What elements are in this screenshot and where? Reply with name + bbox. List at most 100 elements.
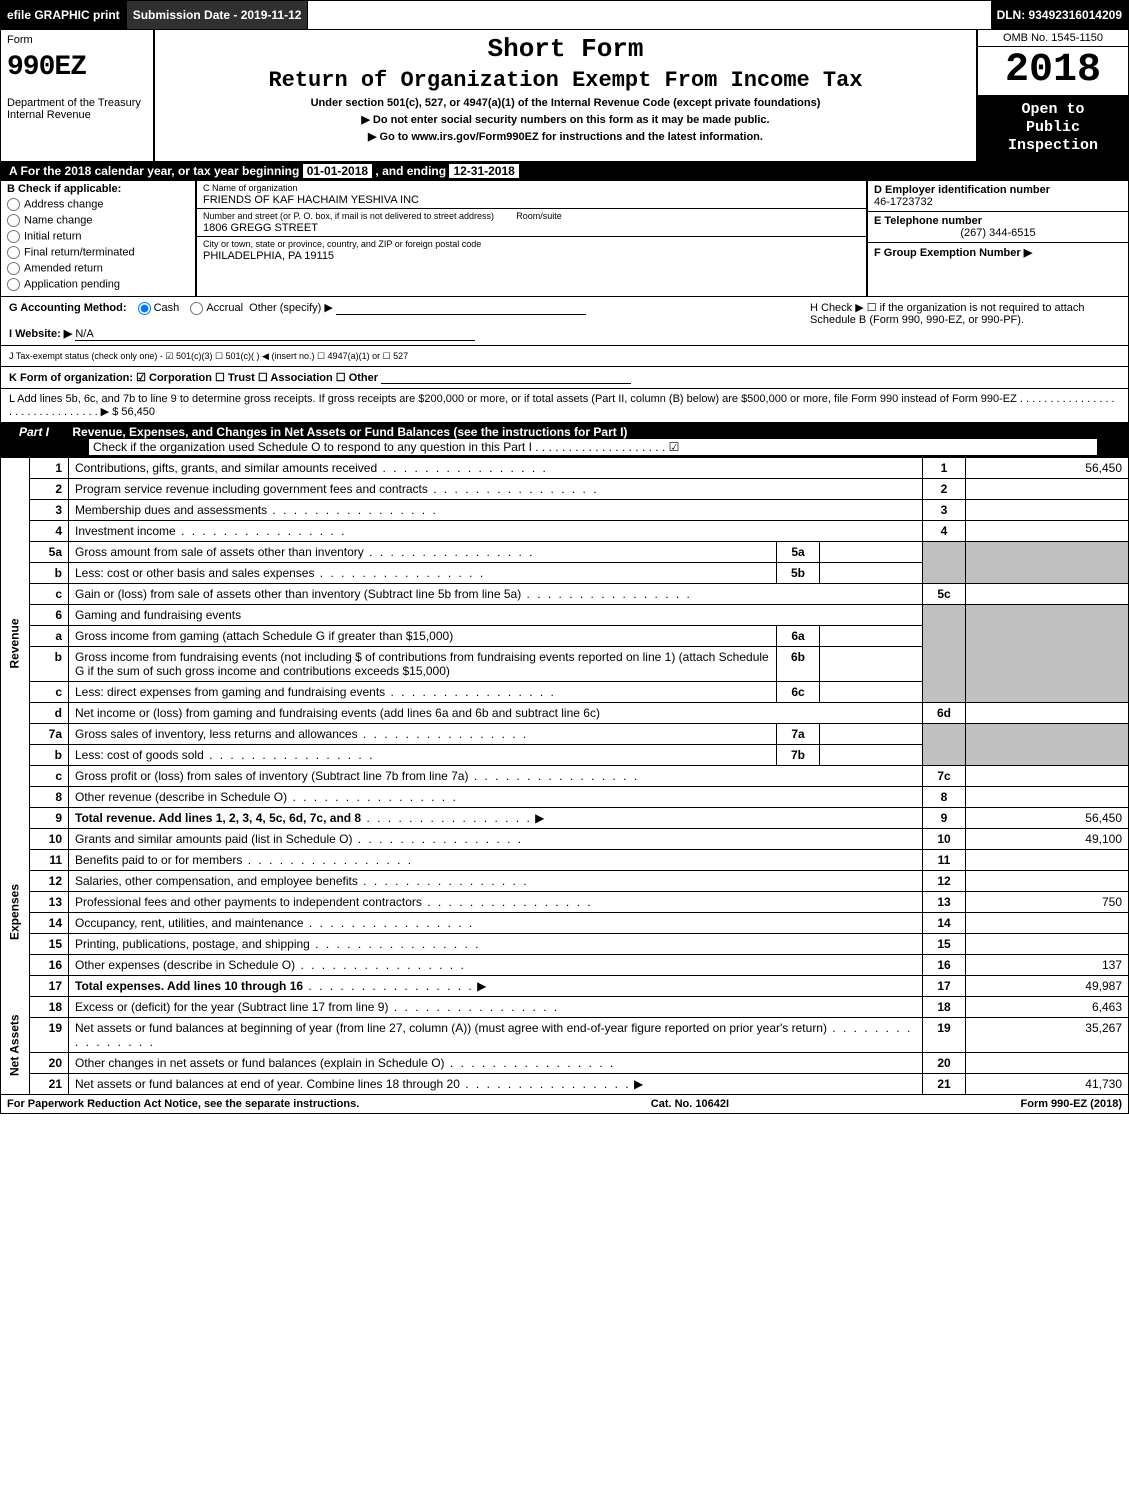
l19-r: 19 xyxy=(923,1017,966,1052)
l5c-r: 5c xyxy=(923,583,966,604)
l13-amt: 750 xyxy=(966,891,1129,912)
chk-application-pending[interactable]: Application pending xyxy=(7,278,189,291)
row-l: L Add lines 5b, 6c, and 7b to line 9 to … xyxy=(0,389,1129,423)
l7c-r: 7c xyxy=(923,765,966,786)
line-20: 20 Other changes in net assets or fund b… xyxy=(1,1052,1129,1073)
l15-num: 15 xyxy=(30,933,69,954)
part1-label: Part I xyxy=(9,425,59,439)
l6a-desc: Gross income from gaming (attach Schedul… xyxy=(69,625,777,646)
subtitle: Under section 501(c), 527, or 4947(a)(1)… xyxy=(163,97,968,109)
g-other: Other (specify) ▶ xyxy=(249,302,333,314)
l8-desc: Other revenue (describe in Schedule O) xyxy=(69,786,923,807)
k-other-field[interactable] xyxy=(381,371,631,384)
city-row: City or town, state or province, country… xyxy=(197,237,866,264)
ein-label: D Employer identification number xyxy=(874,184,1050,196)
chk-initial-return[interactable]: Initial return xyxy=(7,230,189,243)
row-j: J Tax-exempt status (check only one) - ☑… xyxy=(0,346,1129,367)
ein-cell: D Employer identification number 46-1723… xyxy=(868,181,1128,212)
l16-desc: Other expenses (describe in Schedule O) xyxy=(69,954,923,975)
l-text: L Add lines 5b, 6c, and 7b to line 9 to … xyxy=(9,393,1115,418)
street: 1806 GREGG STREET xyxy=(203,222,318,234)
l6c-num: c xyxy=(30,681,69,702)
mid-rows: G Accounting Method: Cash Accrual Other … xyxy=(0,297,1129,423)
period-mid: , and ending xyxy=(375,164,446,178)
header-right: OMB No. 1545-1150 2018 Open to Public In… xyxy=(976,30,1128,161)
efile-print-button[interactable]: efile GRAPHIC print xyxy=(1,1,127,29)
tax-year: 2018 xyxy=(978,47,1128,95)
l1-num: 1 xyxy=(30,458,69,479)
g-cash-radio[interactable] xyxy=(138,302,151,315)
l7c-amt xyxy=(966,765,1129,786)
l6b-inamt xyxy=(820,646,923,681)
l7c-desc: Gross profit or (loss) from sales of inv… xyxy=(69,765,923,786)
line-12: 12 Salaries, other compensation, and emp… xyxy=(1,870,1129,891)
line-16: 16 Other expenses (describe in Schedule … xyxy=(1,954,1129,975)
l7b-desc: Less: cost of goods sold xyxy=(69,744,777,765)
l21-num: 21 xyxy=(30,1073,69,1094)
l6abc-grey-r xyxy=(923,604,966,702)
line-4: 4 Investment income 4 xyxy=(1,520,1129,541)
form-word: Form xyxy=(7,34,147,46)
row-g: G Accounting Method: Cash Accrual Other … xyxy=(9,301,800,341)
l3-num: 3 xyxy=(30,499,69,520)
l18-num: 18 xyxy=(30,996,69,1017)
goto-link[interactable]: ▶ Go to www.irs.gov/Form990EZ for instru… xyxy=(163,130,968,143)
l7b-inamt xyxy=(820,744,923,765)
l8-amt xyxy=(966,786,1129,807)
g-other-field[interactable] xyxy=(336,302,586,315)
l4-r: 4 xyxy=(923,520,966,541)
l21-desc: Net assets or fund balances at end of ye… xyxy=(69,1073,923,1094)
l7a-inamt xyxy=(820,723,923,744)
l5ab-grey-r xyxy=(923,541,966,583)
l11-amt xyxy=(966,849,1129,870)
l20-desc: Other changes in net assets or fund bala… xyxy=(69,1052,923,1073)
ein-value: 46-1723732 xyxy=(874,196,933,208)
l19-amt: 35,267 xyxy=(966,1017,1129,1052)
l5b-in: 5b xyxy=(777,562,820,583)
website-value: N/A xyxy=(75,328,475,341)
chk-address-change[interactable]: Address change xyxy=(7,198,189,211)
line-14: 14 Occupancy, rent, utilities, and maint… xyxy=(1,912,1129,933)
line-7a: 7a Gross sales of inventory, less return… xyxy=(1,723,1129,744)
l6b-desc: Gross income from fundraising events (no… xyxy=(69,646,777,681)
g-accrual-radio[interactable] xyxy=(190,302,203,315)
open-to-public: Open to Public Inspection xyxy=(978,95,1128,161)
l6c-in: 6c xyxy=(777,681,820,702)
l3-r: 3 xyxy=(923,499,966,520)
l12-amt xyxy=(966,870,1129,891)
l20-amt xyxy=(966,1052,1129,1073)
l16-num: 16 xyxy=(30,954,69,975)
l-value: 56,450 xyxy=(121,406,155,418)
chk-final-return[interactable]: Final return/terminated xyxy=(7,246,189,259)
l13-num: 13 xyxy=(30,891,69,912)
irs: Internal Revenue xyxy=(7,109,147,121)
l9-r: 9 xyxy=(923,807,966,828)
line-18: Net Assets 18 Excess or (deficit) for th… xyxy=(1,996,1129,1017)
l17-num: 17 xyxy=(30,975,69,996)
l5ab-grey-amt xyxy=(966,541,1129,583)
chk-amended-return[interactable]: Amended return xyxy=(7,262,189,275)
l12-desc: Salaries, other compensation, and employ… xyxy=(69,870,923,891)
l4-desc: Investment income xyxy=(69,520,923,541)
l6b-num: b xyxy=(30,646,69,681)
l5a-in: 5a xyxy=(777,541,820,562)
g-accrual: Accrual xyxy=(206,302,243,314)
g-label: G Accounting Method: xyxy=(9,302,127,314)
l9-num: 9 xyxy=(30,807,69,828)
l1-amt: 56,450 xyxy=(966,458,1129,479)
l5a-num: 5a xyxy=(30,541,69,562)
l6a-in: 6a xyxy=(777,625,820,646)
chk-name-change[interactable]: Name change xyxy=(7,214,189,227)
l1-r: 1 xyxy=(923,458,966,479)
l11-num: 11 xyxy=(30,849,69,870)
l2-amt xyxy=(966,478,1129,499)
top-spacer xyxy=(308,1,990,29)
l1-desc: Contributions, gifts, grants, and simila… xyxy=(69,458,923,479)
tax-period-row: A For the 2018 calendar year, or tax yea… xyxy=(0,162,1129,181)
l5a-desc: Gross amount from sale of assets other t… xyxy=(69,541,777,562)
l8-r: 8 xyxy=(923,786,966,807)
l10-desc: Grants and similar amounts paid (list in… xyxy=(69,828,923,849)
submission-date: Submission Date - 2019-11-12 xyxy=(127,1,309,29)
l18-r: 18 xyxy=(923,996,966,1017)
l5a-inamt xyxy=(820,541,923,562)
